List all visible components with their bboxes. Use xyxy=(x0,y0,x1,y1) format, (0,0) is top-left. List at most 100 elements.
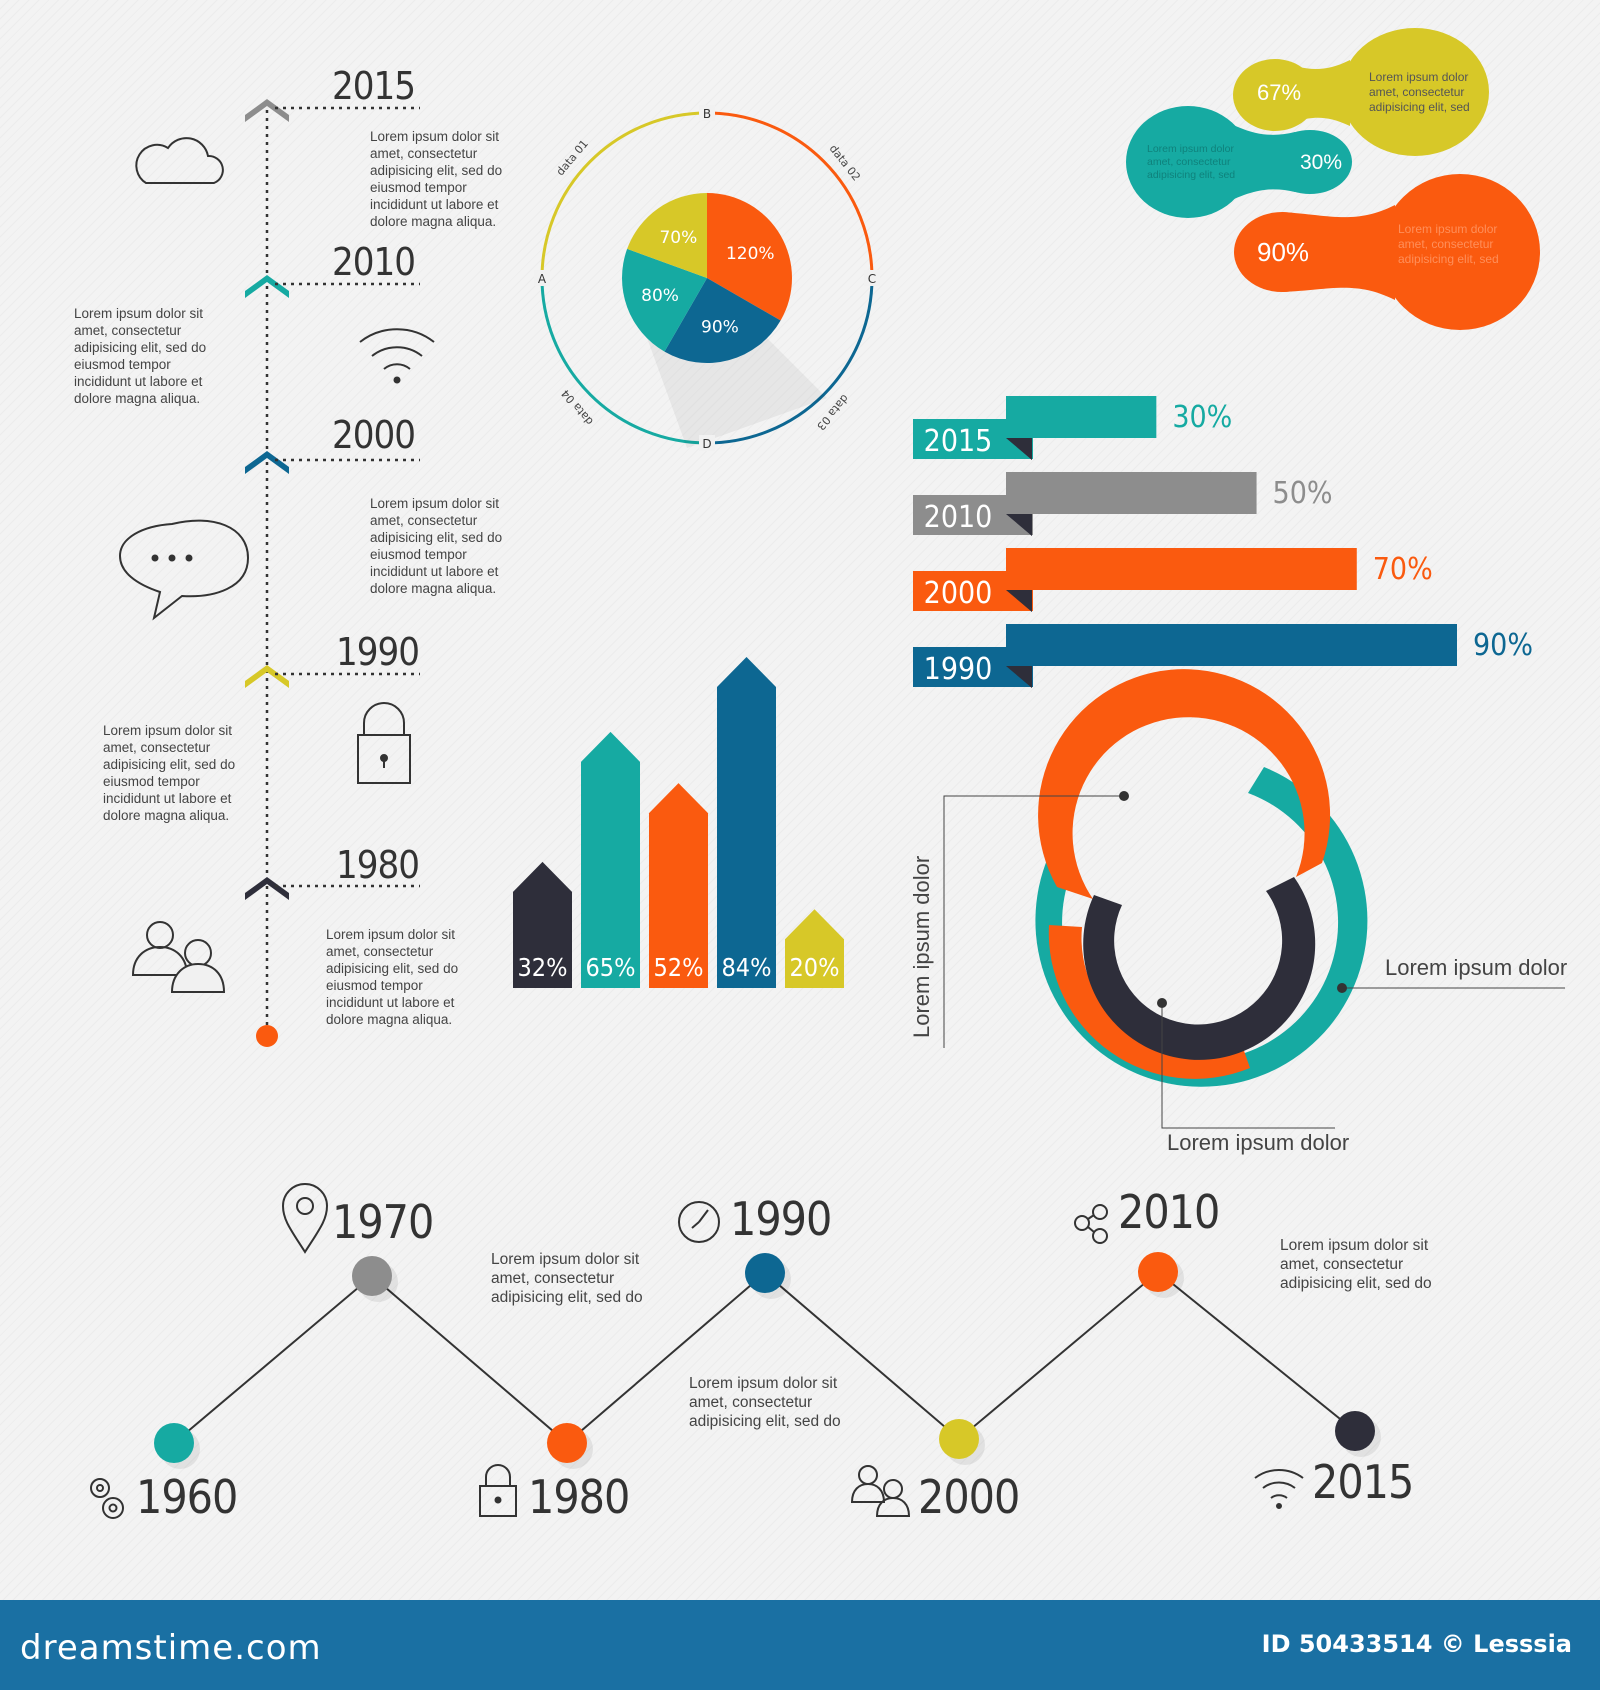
ring-leader-left-dot xyxy=(1119,791,1129,801)
bubble-orange-text: Lorem ipsum dolor amet, consectetur adip… xyxy=(1398,222,1499,266)
vt-year-1980: 1980 xyxy=(336,843,420,887)
vt-chevron-2000 xyxy=(245,451,289,474)
pie-ring-arc xyxy=(540,111,708,279)
arrow-bar-2 xyxy=(581,731,640,988)
ring-orange-upper xyxy=(1038,669,1331,899)
pie-marker-box xyxy=(699,435,715,451)
arrow-bar-label-4: 84% xyxy=(722,953,772,982)
ring-chart xyxy=(943,669,1565,1129)
pie-slice-3 xyxy=(622,248,707,352)
ring-dark xyxy=(1083,877,1316,1060)
pie-slice-label: 120% xyxy=(726,244,775,264)
pie-marker-D: D xyxy=(702,437,711,451)
pie-slice-label: 90% xyxy=(701,317,739,337)
arrow-bar-1 xyxy=(513,861,572,988)
vt-chevron-1990 xyxy=(245,665,289,688)
hbar-year-1990: 1990 xyxy=(924,652,993,687)
footer-bar: dreamstime.com ID 50433514 © Lesssia xyxy=(0,1600,1600,1690)
vt-chevron-2015 xyxy=(245,99,289,122)
pie-ring-arc xyxy=(540,277,708,445)
vt-chevron-2010 xyxy=(245,275,289,298)
zz-dot-2000 xyxy=(939,1419,979,1459)
padlock-icon xyxy=(479,1464,517,1517)
bubble-yellow-text: Lorem ipsum dolor amet, consectetur adip… xyxy=(1369,70,1470,114)
hbar-year-2015: 2015 xyxy=(924,424,993,459)
zz-dot-1960 xyxy=(154,1423,194,1463)
hbar-value-2010: 50% xyxy=(1273,476,1333,511)
horizontal-bar-chart: 2015 30% 2010 50% 2000 70% 1990 90% xyxy=(913,396,1533,688)
pie-slice-label: 80% xyxy=(641,286,679,306)
pie-marker-C: C xyxy=(868,272,876,286)
bubble-teal-value: 30% xyxy=(1300,151,1343,174)
pie-marker-B: B xyxy=(703,107,711,121)
timeline-end-dot xyxy=(256,1025,278,1047)
zz-year-2000: 2000 xyxy=(918,1470,1020,1524)
hbar-value-2000: 70% xyxy=(1373,552,1433,587)
arrow-bar-5 xyxy=(785,909,844,988)
vt-year-2010: 2010 xyxy=(332,240,416,284)
hbar-2000 xyxy=(1006,548,1357,590)
zz-dot-1970 xyxy=(352,1256,392,1296)
ring-orange-lower xyxy=(1048,925,1250,1079)
arrow-bar-3 xyxy=(649,783,708,988)
pie-ring-arc xyxy=(706,111,874,279)
users-icon xyxy=(131,921,226,993)
arrow-bar-label-2: 65% xyxy=(586,953,636,982)
pie-slice-4 xyxy=(627,193,707,278)
zz-year-2010: 2010 xyxy=(1118,1185,1220,1239)
padlock-icon xyxy=(357,702,411,784)
vt-text-3: Lorem ipsum dolor sit amet, consectetur … xyxy=(370,496,503,596)
zz-text-1: Lorem ipsum dolor sit amet, consectetur … xyxy=(491,1251,643,1306)
ring-leader-left xyxy=(943,795,1124,1048)
zz-dot-2015 xyxy=(1335,1411,1375,1451)
vt-chevron-1980 xyxy=(245,877,289,900)
ring-leader-bottom-dot xyxy=(1157,998,1167,1008)
arrow-bar-label-3: 52% xyxy=(654,953,704,982)
hbar-2010 xyxy=(1006,472,1257,514)
hbar-year-2010: 2010 xyxy=(924,500,993,535)
vertical-timeline xyxy=(245,99,420,1047)
footer-credit: ID 50433514 © Lesssia xyxy=(1261,1630,1572,1658)
hbar-fold-shadow xyxy=(1006,438,1032,460)
arrow-bar-label-5: 20% xyxy=(790,953,840,982)
hbar-fold-shadow xyxy=(1006,514,1032,536)
pie-marker-A: A xyxy=(538,272,547,286)
hbar-value-1990: 90% xyxy=(1473,628,1533,663)
hbar-fold-shadow xyxy=(1006,590,1032,612)
pie-marker-box xyxy=(864,270,880,286)
zz-year-2015: 2015 xyxy=(1312,1455,1414,1509)
bubble-yellow xyxy=(1233,28,1489,156)
bubble-orange xyxy=(1234,174,1540,330)
zz-text-3: Lorem ipsum dolor sit amet, consectetur … xyxy=(1280,1237,1432,1292)
hbar-value-2015: 30% xyxy=(1172,400,1232,435)
zz-year-1960: 1960 xyxy=(136,1470,238,1524)
bubble-chart xyxy=(1126,28,1540,330)
pie-shadow xyxy=(647,338,827,448)
bubble-orange-value: 90% xyxy=(1257,237,1310,267)
footer-brand[interactable]: dreamstime.com xyxy=(20,1628,322,1668)
arrow-bar-4 xyxy=(717,657,776,988)
pie-marker-box xyxy=(699,105,715,121)
zz-dot-1990 xyxy=(745,1253,785,1293)
ring-label-right: Lorem ipsum dolor xyxy=(1385,955,1568,980)
vt-text-4: Lorem ipsum dolor sit amet, consectetur … xyxy=(103,723,236,823)
zz-text-2: Lorem ipsum dolor sit amet, consectetur … xyxy=(689,1375,841,1430)
pie-slice-1 xyxy=(707,193,792,321)
clock-icon xyxy=(678,1201,720,1243)
pie-slice-2 xyxy=(664,278,781,363)
vt-icons xyxy=(118,137,435,993)
ring-label-bottom: Lorem ipsum dolor xyxy=(1167,1130,1350,1155)
vt-text-5: Lorem ipsum dolor sit amet, consectetur … xyxy=(326,927,459,1027)
hbar-fold-shadow xyxy=(1006,666,1032,688)
vt-year-2015: 2015 xyxy=(332,64,416,108)
zz-year-1970: 1970 xyxy=(332,1195,434,1249)
bubble-teal xyxy=(1126,106,1352,218)
wifi-icon xyxy=(359,328,435,384)
wifi-icon xyxy=(1254,1469,1304,1509)
zigzag-timeline xyxy=(90,1183,1381,1519)
ring-leader-bottom xyxy=(1161,1003,1335,1129)
ring-leader-right-dot xyxy=(1337,983,1347,993)
vt-text-1: Lorem ipsum dolor sit amet, consectetur … xyxy=(370,129,503,229)
hbar-year-2000: 2000 xyxy=(924,576,993,611)
